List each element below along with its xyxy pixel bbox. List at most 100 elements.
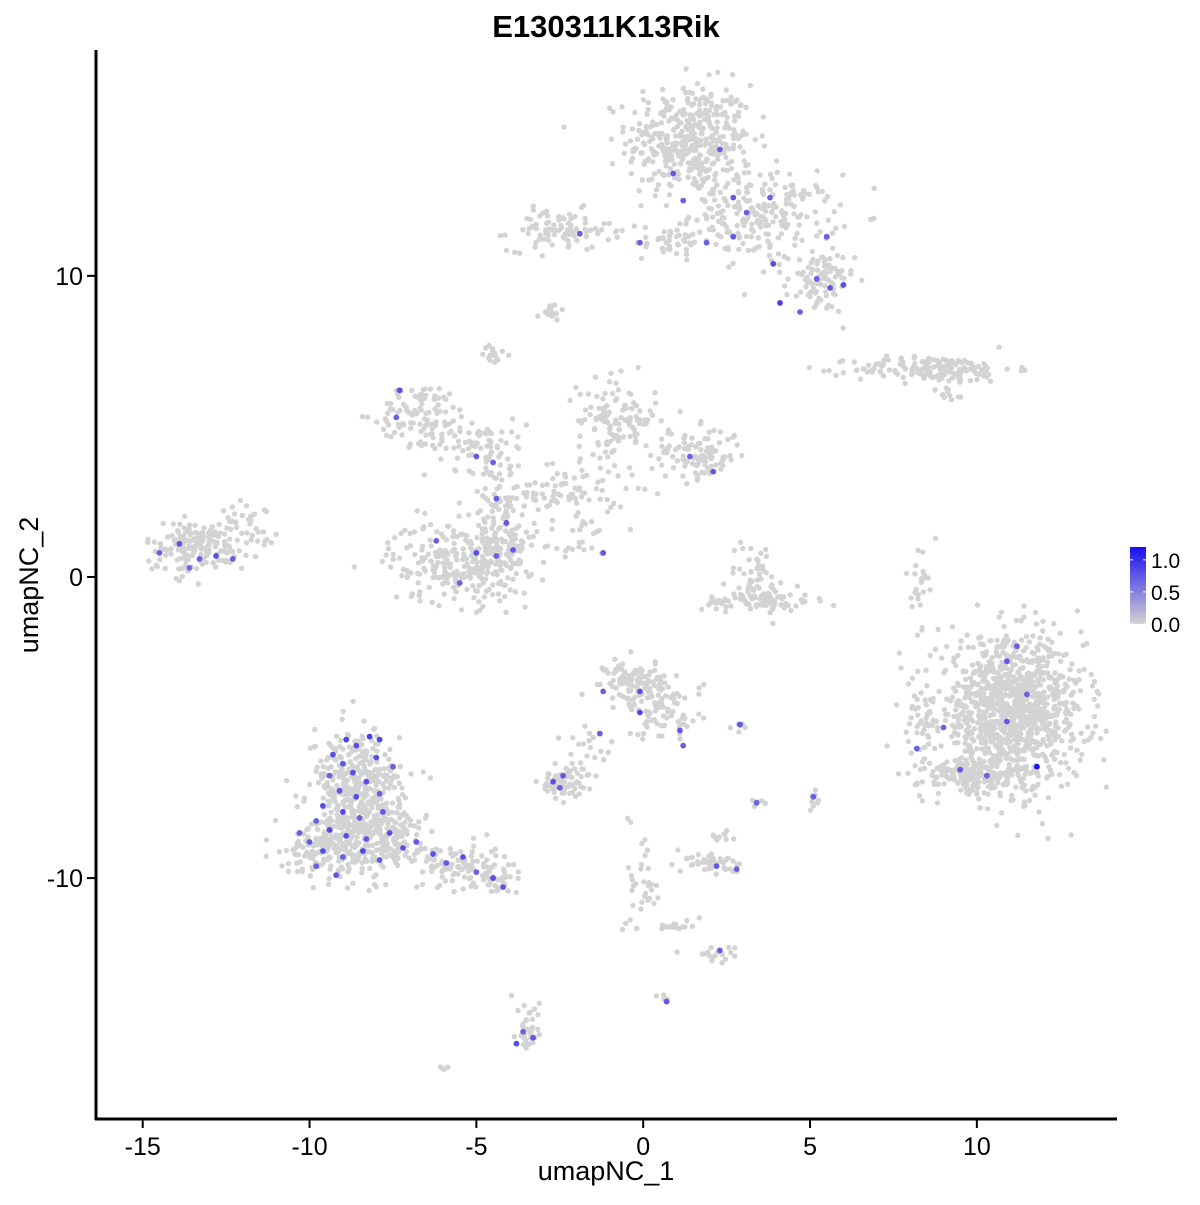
cell-point: [409, 387, 415, 393]
cell-point: [488, 430, 494, 437]
cell-point: [174, 557, 180, 563]
cell-point: [814, 267, 821, 273]
cell-point: [982, 369, 988, 376]
cell-point: [442, 571, 448, 578]
cell-point: [422, 846, 428, 852]
cell-point: [295, 838, 301, 845]
cell-point: [1022, 737, 1028, 744]
cell-point: [1053, 719, 1059, 725]
cell-point: [770, 205, 777, 211]
cell-point: [771, 200, 777, 207]
cell-point: [628, 819, 634, 826]
cell-point: [920, 549, 926, 555]
cell-point: [1004, 366, 1010, 372]
cell-point: [409, 858, 415, 865]
cell-point: [673, 112, 680, 118]
cell-point: [983, 652, 989, 658]
cell-point: [532, 497, 539, 503]
cell-point: [248, 517, 254, 524]
cell-point: [1049, 639, 1055, 645]
cell-point: [1064, 781, 1071, 787]
cell-point: [433, 563, 439, 569]
expressing-cell-point: [433, 537, 440, 544]
cell-point: [864, 369, 870, 375]
expressing-cell-point: [460, 854, 466, 860]
cell-point: [911, 353, 918, 360]
cell-point: [782, 210, 789, 217]
cell-point: [1057, 630, 1064, 637]
cell-point: [996, 614, 1002, 620]
cell-point: [629, 887, 635, 894]
cell-point: [968, 716, 974, 722]
cell-point: [767, 187, 773, 193]
expressing-cell-point: [176, 540, 183, 547]
cell-point: [482, 544, 489, 551]
cell-point: [388, 851, 395, 858]
cell-point: [490, 503, 496, 509]
cell-point: [1031, 752, 1037, 758]
cell-point: [460, 546, 466, 552]
cell-point: [488, 888, 495, 895]
cell-point: [457, 531, 464, 538]
cell-point: [598, 748, 604, 754]
expressing-cell-point: [229, 556, 236, 562]
cell-point: [815, 797, 822, 804]
cell-point: [611, 500, 617, 507]
cell-point: [970, 767, 976, 773]
cell-point: [793, 603, 799, 609]
cell-point: [645, 100, 651, 106]
expressing-cell-point: [350, 769, 356, 776]
cell-point: [708, 455, 714, 462]
cell-point: [427, 522, 434, 528]
cell-point: [507, 587, 513, 593]
cell-point: [1031, 657, 1038, 663]
cell-point: [464, 533, 470, 539]
cell-point: [1044, 659, 1051, 665]
cell-point: [620, 434, 627, 440]
cell-point: [595, 479, 601, 485]
cell-point: [698, 160, 705, 166]
expressing-cell-point: [430, 851, 436, 857]
cell-point: [420, 558, 426, 564]
cell-point: [549, 517, 556, 523]
cell-point: [661, 673, 667, 679]
cell-point: [179, 546, 185, 552]
cell-point: [709, 161, 715, 167]
cell-point: [994, 753, 1001, 759]
expressing-cell-point: [320, 848, 326, 854]
cell-point: [638, 203, 644, 209]
cell-point: [790, 187, 796, 193]
cell-point: [814, 168, 820, 174]
cell-point: [365, 827, 371, 834]
cell-point: [369, 770, 375, 776]
cell-point: [624, 405, 630, 411]
cell-point: [248, 513, 254, 519]
cell-point: [913, 365, 919, 372]
cell-point: [730, 260, 736, 266]
cell-point: [1030, 679, 1036, 685]
cell-point: [394, 774, 400, 780]
cell-point: [543, 227, 549, 233]
cell-point: [769, 582, 775, 588]
cell-point: [487, 472, 493, 478]
cell-point: [670, 127, 677, 133]
expressing-cell-point: [376, 857, 383, 863]
expressing-cell-point: [710, 468, 717, 475]
cell-point: [479, 872, 486, 878]
cell-point: [1011, 679, 1017, 685]
cell-point: [1021, 614, 1027, 620]
cell-point: [574, 237, 580, 244]
cell-point: [979, 771, 985, 778]
cell-point: [369, 830, 375, 836]
cell-point: [627, 917, 633, 923]
cell-point: [620, 693, 626, 700]
cell-point: [690, 231, 696, 237]
cell-point: [324, 757, 330, 763]
cell-point: [642, 486, 648, 492]
cell-point: [480, 553, 486, 560]
cell-point: [344, 885, 351, 891]
cell-point: [644, 111, 650, 118]
cell-point: [632, 109, 638, 116]
cell-point: [713, 606, 719, 612]
cell-point: [499, 429, 505, 435]
